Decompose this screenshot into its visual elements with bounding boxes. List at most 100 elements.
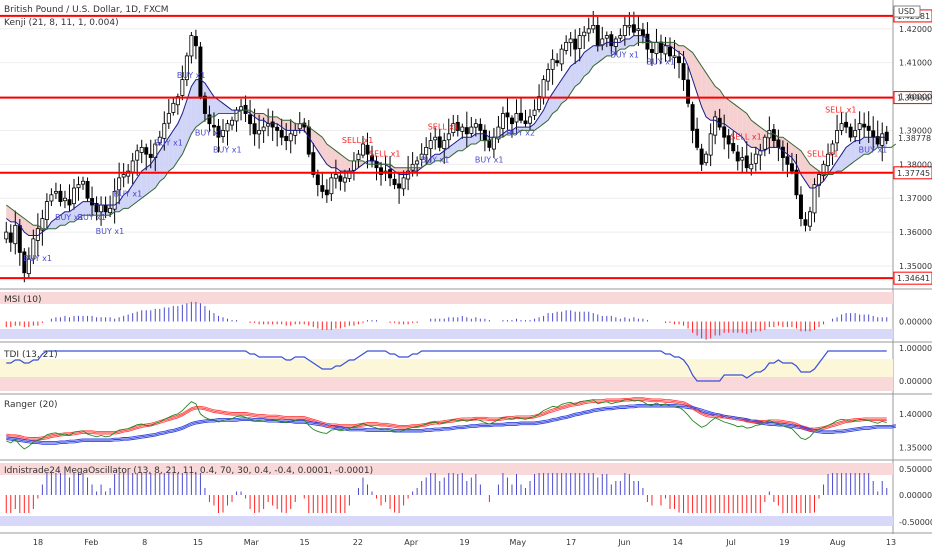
candle-body [523,120,528,125]
kenji-band [155,150,160,189]
lines [5,35,897,236]
sell-signal-label: SELL x1 [807,149,838,158]
currency-badge [893,5,921,18]
kenji-band [575,59,580,87]
candle-body [631,24,636,33]
candle-body [49,194,54,202]
candle-body [162,123,167,139]
candle-body [379,167,384,175]
kenji-band [638,35,643,43]
indicator-label: Kenji (21, 8, 11, 1, 0.004) [4,18,119,28]
x-tick-label: May [510,538,527,547]
candle-body [690,104,695,131]
candle-body [830,143,835,155]
x-tick-label: Apr [404,538,419,547]
candle-body [397,183,402,189]
candle-body [252,123,257,135]
tdi-line [6,350,887,382]
buy-signal-label: BUY x1 [213,145,242,154]
candle-body [53,191,58,194]
candle-body [681,63,686,81]
kenji-band [507,130,512,134]
candle-body [884,131,889,142]
ranger-upper-line [6,398,887,440]
candle-body [166,113,171,124]
kenji-band [457,137,463,151]
candle-body [808,211,812,227]
candle-body [794,169,799,196]
kenji-band [254,113,260,121]
candle-body [835,130,840,144]
kenji-band [864,137,869,155]
tdi-tick: 1.00000 [899,344,932,353]
kenji-band [213,96,219,117]
kenji-band [137,171,142,202]
candle-body [234,109,239,122]
kenji-band [846,144,851,168]
candle-body [216,125,221,138]
mega-upper-band [0,463,893,475]
candle-body [519,112,523,121]
candle-body [586,28,591,34]
candle-body [261,126,266,132]
candle-body [550,58,555,70]
x-tick-label: Feb [84,538,98,547]
candle-body [31,238,36,260]
msi-label: MSI (10) [4,295,41,305]
level-tag [893,166,932,180]
kenji-band [250,110,255,117]
candle-body [130,160,135,173]
candle-body [645,33,650,50]
candle-body [94,203,99,213]
candle-body [713,116,718,136]
kenji-band [602,42,607,60]
kenji-band [584,49,589,77]
candle-body [826,153,831,167]
kenji-band [132,177,138,205]
candle-body [451,123,456,134]
x-tick-label: 8 [142,538,147,547]
candle-body [4,231,9,240]
buy-signal-label: BUY x2 [506,129,535,138]
tdi-low-band [0,377,893,391]
candle-body [329,177,334,195]
buy-signal-label: BUY x1 [899,0,928,2]
kenji-band [511,127,517,134]
candle-body [744,155,749,169]
candle-body [356,153,361,160]
candle-body [789,163,794,172]
candle-body [627,25,632,28]
candle-body [419,153,424,160]
kenji-band [724,96,729,128]
candle-body [392,178,397,186]
candle-body [496,126,501,140]
candle-body [812,184,817,214]
buy-signal-label: BUY x1 [610,51,639,60]
candle-body [103,204,108,213]
price-tick-label: 1.41000 [899,59,932,68]
candle-body [180,79,185,96]
kenji-band [670,42,675,50]
buy-signal-label: BUY x1 [859,145,888,154]
x-tick-label: Aug [830,538,846,547]
candle-body [257,130,262,135]
kenji-band [530,123,535,131]
candle-body [880,133,885,146]
kenji-band [119,194,124,212]
kenji-band [728,99,734,131]
candle-body [13,224,18,245]
candle-body [668,46,672,57]
candle-body [342,177,347,183]
candle-body [306,126,311,155]
candle-body [541,79,546,98]
candle-body [230,119,235,126]
candle-body [8,232,13,243]
candle-body [862,123,867,128]
candle-body [324,189,329,196]
kenji-band [259,113,264,121]
kenji-band [177,113,183,161]
x-tick-label: 22 [353,538,363,547]
candle-body [753,153,758,164]
tdi-tick: 0.00000 [899,377,932,386]
